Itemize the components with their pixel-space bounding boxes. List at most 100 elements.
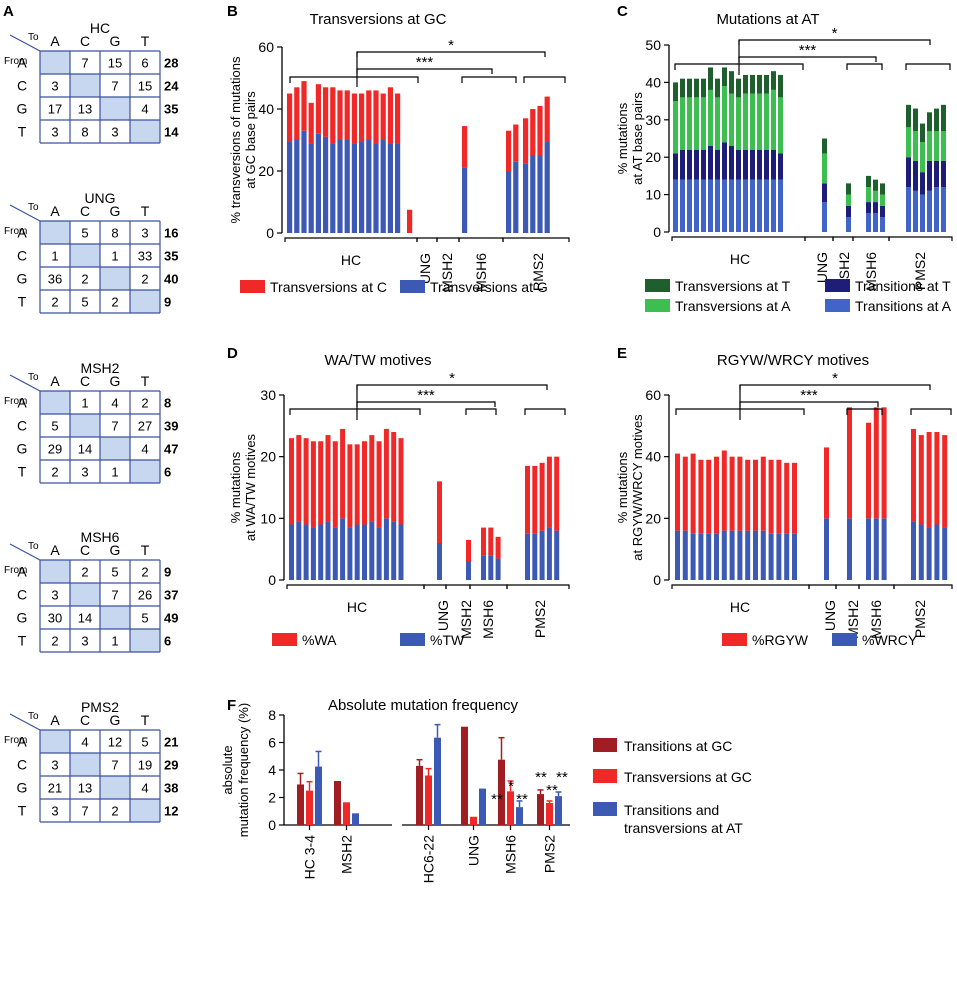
bar-segment-tw xyxy=(546,527,552,580)
bar-segment-transitions-at-t xyxy=(822,183,827,203)
matrix-row-total: 37 xyxy=(164,588,178,603)
legend-label: %TW xyxy=(430,632,465,648)
bar-segment-transversions-at-c xyxy=(380,93,386,140)
bar-segment-transversions-at-c xyxy=(537,105,543,156)
bar-segment-rgyw xyxy=(934,432,940,525)
bar-segment-transitions-at-a xyxy=(750,179,755,232)
legend-swatch xyxy=(645,299,670,312)
x-tick-label: MSH2 xyxy=(339,835,355,874)
bar-transversions-at-gc xyxy=(546,803,553,825)
bar-segment-wrcy xyxy=(881,518,887,580)
matrix-cell-value: 4 xyxy=(81,735,88,750)
matrix-cell-value: 2 xyxy=(51,465,58,480)
matrix-col-header: A xyxy=(50,542,60,558)
matrix-row-total: 49 xyxy=(164,611,178,626)
matrix-diagonal-cell xyxy=(40,391,70,414)
bar-segment-transversions-at-c xyxy=(506,130,512,171)
matrix-col-header: T xyxy=(141,712,150,728)
bar-segment-transversions-at-t xyxy=(673,82,678,102)
bar-segment-transitions-at-a xyxy=(701,179,706,232)
matrix-cell-value: 5 xyxy=(81,295,88,310)
bar-segment-wrcy xyxy=(745,530,751,580)
bar-segment-tw xyxy=(376,527,382,580)
bar-segment-transitions-at-a xyxy=(715,179,720,232)
chart-wa-tw-motives: D WA/TW motives 0 10 20 30 % mutationsat WA/TW… xyxy=(227,345,570,648)
y-tick-label: 0 xyxy=(653,224,661,240)
y-tick-label: 20 xyxy=(645,149,661,165)
matrix-cell-value: 3 xyxy=(81,465,88,480)
bar-segment-transitions-at-a xyxy=(941,187,946,232)
bar-segment-transversions-at-a xyxy=(722,86,727,143)
matrix-row-header: G xyxy=(17,271,28,287)
legend-label: Transitions and transversions at AT xyxy=(624,802,743,836)
matrix-cell-value: 5 xyxy=(141,735,148,750)
bar-segment-rgyw xyxy=(866,422,871,519)
matrix-cell-value: 2 xyxy=(51,634,58,649)
bar-segment-transitions-at-a xyxy=(920,194,925,232)
legend-swatch xyxy=(645,279,670,292)
matrix-row-header: A xyxy=(17,734,27,750)
bar-segment-wrcy xyxy=(934,524,940,580)
group-top-bracket xyxy=(289,76,419,83)
matrix-diagonal-cell xyxy=(40,221,70,244)
bar-segment-transversions-at-g xyxy=(315,133,321,233)
group-label: HC xyxy=(730,251,750,267)
bar-segment-wa xyxy=(369,435,375,522)
legend-label: Transitions at GC xyxy=(624,738,732,754)
matrix-cell-value: 3 xyxy=(51,125,58,140)
group-label: PMS2 xyxy=(912,600,928,638)
bar-segment-wrcy xyxy=(824,518,829,580)
chart-title: Mutations at AT xyxy=(716,11,819,28)
significance-label: ** xyxy=(535,769,547,786)
matrix-title: UNG xyxy=(84,190,115,206)
bar-segment-tw xyxy=(488,555,494,580)
bar-segment-wa xyxy=(495,536,501,559)
matrix-cell-value: 15 xyxy=(138,79,152,94)
matrix-row-header: C xyxy=(17,587,27,603)
bar-segment-tw xyxy=(398,524,404,580)
matrix-cell-value: 1 xyxy=(111,249,118,264)
bar-segment-tw xyxy=(383,518,389,580)
group-bracket xyxy=(502,237,570,242)
matrix-from-label: From xyxy=(4,565,27,576)
bar-segment-wrcy xyxy=(737,530,743,580)
bar-segment-wrcy xyxy=(698,533,704,580)
bar-transversions-at-gc xyxy=(425,775,432,825)
matrix-diagonal-cell xyxy=(100,97,130,120)
matrix-col-header: G xyxy=(110,203,121,219)
significance-label: *** xyxy=(800,387,818,404)
bar-transversions-at-gc xyxy=(470,816,477,825)
bar-segment-transversions-at-g xyxy=(395,143,401,233)
group-top-bracket xyxy=(846,408,883,415)
bar-segment-tw xyxy=(539,530,545,580)
bar-segment-transversions-at-g xyxy=(351,143,357,233)
bar-segment-wa xyxy=(303,438,309,525)
matrix-col-header: C xyxy=(80,712,90,728)
matrix-row-total: 24 xyxy=(164,79,179,94)
x-tick-label: HC 3-4 xyxy=(302,835,318,880)
bar-segment-tw xyxy=(525,533,530,580)
bar-segment-wrcy xyxy=(926,527,932,580)
bar-segment-rgyw xyxy=(753,459,758,531)
bar-segment-transversions-at-c xyxy=(395,93,401,144)
matrix-cell-value: 2 xyxy=(81,565,88,580)
bar-segment-transitions-at-a xyxy=(846,217,851,232)
matrix-diagonal-cell xyxy=(130,629,160,652)
matrix-col-header: A xyxy=(50,203,60,219)
y-tick-label: 4 xyxy=(268,762,276,778)
bar-segment-transversions-at-g xyxy=(359,141,365,233)
bar-segment-wrcy xyxy=(866,518,871,580)
matrix-row-header: T xyxy=(18,633,27,649)
legend-swatch xyxy=(825,299,850,312)
bar-segment-wa xyxy=(289,438,294,525)
bar-segment-transversions-at-t xyxy=(880,183,885,195)
bar-segment-tw xyxy=(362,524,367,580)
legend-swatch xyxy=(593,769,617,783)
matrix-cell-value: 1 xyxy=(51,249,58,264)
bar-segment-transitions-at-a xyxy=(687,179,692,232)
matrix-cell-value: 7 xyxy=(111,79,118,94)
bar-segment-transversions-at-t xyxy=(757,74,762,94)
matrix-row-total: 14 xyxy=(164,125,179,140)
bar-segment-transitions-at-t xyxy=(715,149,720,180)
